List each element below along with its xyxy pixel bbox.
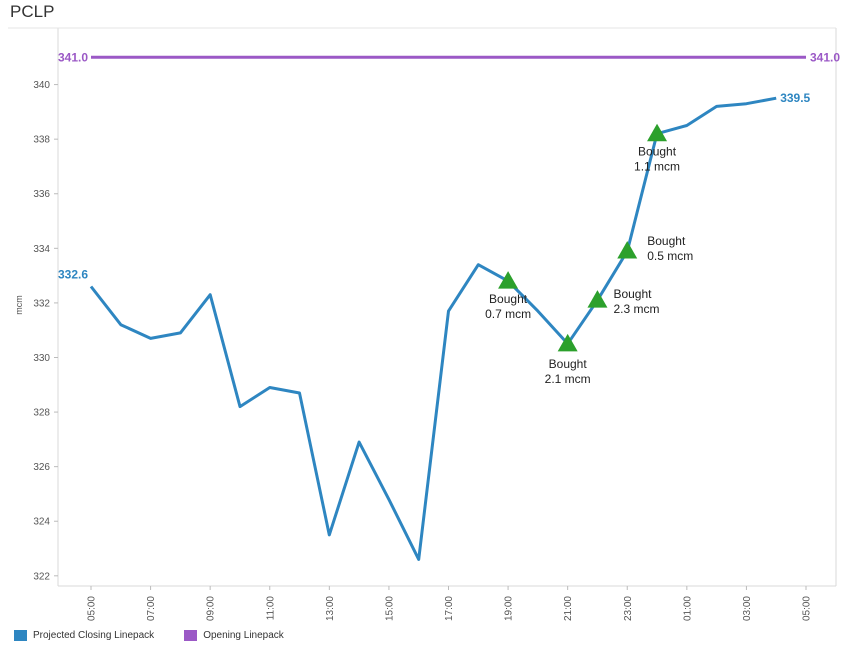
bought-marker-triangle [647, 123, 668, 142]
x-tick-label: 13:00 [325, 596, 336, 621]
y-tick-label: 340 [33, 80, 50, 91]
end-value-label-projected: 339.5 [780, 91, 810, 105]
annotation-line2: 0.7 mcm [485, 307, 531, 321]
start-value-label-projected: 332.6 [58, 268, 88, 282]
y-tick-label: 334 [33, 244, 50, 255]
annotation-line1: Bought [489, 292, 528, 306]
annotation-line1: Bought [638, 145, 677, 159]
y-tick-label: 324 [33, 517, 50, 528]
legend-label-projected: Projected Closing Linepack [33, 630, 155, 641]
y-tick-label: 330 [33, 353, 50, 364]
x-tick-label: 01:00 [682, 596, 693, 621]
legend-swatch-projected [14, 630, 27, 641]
x-tick-label: 09:00 [206, 596, 217, 621]
y-axis-title: mcm [14, 295, 24, 315]
end-value-label-opening: 341.0 [810, 50, 840, 64]
legend-item-projected[interactable]: Projected Closing Linepack [14, 630, 154, 641]
annotation-line2: 2.3 mcm [613, 302, 659, 316]
x-tick-label: 05:00 [87, 596, 98, 621]
bought-marker-triangle [587, 290, 608, 308]
annotation-line1: Bought [613, 287, 652, 301]
y-tick-label: 338 [33, 135, 50, 146]
x-tick-label: 17:00 [444, 596, 455, 621]
bought-marker-triangle [617, 241, 638, 259]
annotation-line1: Bought [549, 357, 588, 371]
legend-label-opening: Opening Linepack [203, 630, 284, 641]
x-tick-label: 07:00 [146, 596, 157, 621]
x-tick-label: 23:00 [623, 596, 634, 621]
legend-item-opening[interactable]: Opening Linepack [184, 630, 284, 641]
bought-marker-triangle [557, 333, 578, 352]
annotation-line2: 1.1 mcm [634, 160, 680, 174]
panel-title: PCLP [10, 2, 55, 21]
bought-marker-triangle [498, 271, 519, 289]
chart-legend: Projected Closing Linepack Opening Linep… [14, 630, 284, 641]
annotation-line2: 0.5 mcm [647, 249, 693, 263]
x-tick-label: 03:00 [742, 596, 753, 621]
y-tick-label: 336 [33, 189, 50, 200]
y-tick-label: 332 [33, 298, 50, 309]
start-value-label-opening: 341.0 [58, 50, 88, 64]
x-tick-label: 19:00 [504, 596, 515, 621]
y-tick-label: 326 [33, 462, 50, 473]
annotation-line1: Bought [647, 234, 686, 248]
legend-swatch-opening [184, 630, 198, 641]
x-tick-label: 11:00 [265, 596, 276, 621]
x-tick-label: 21:00 [563, 596, 574, 621]
annotation-line2: 2.1 mcm [545, 372, 591, 386]
linepack-chart: 322 324 326 328 330 332 334 336 338 340 mcm 05:00 07… [8, 27, 840, 621]
x-tick-label: 05:00 [802, 596, 813, 621]
y-tick-label: 322 [33, 571, 50, 582]
x-tick-label: 15:00 [384, 596, 395, 621]
y-tick-label: 328 [33, 408, 50, 419]
